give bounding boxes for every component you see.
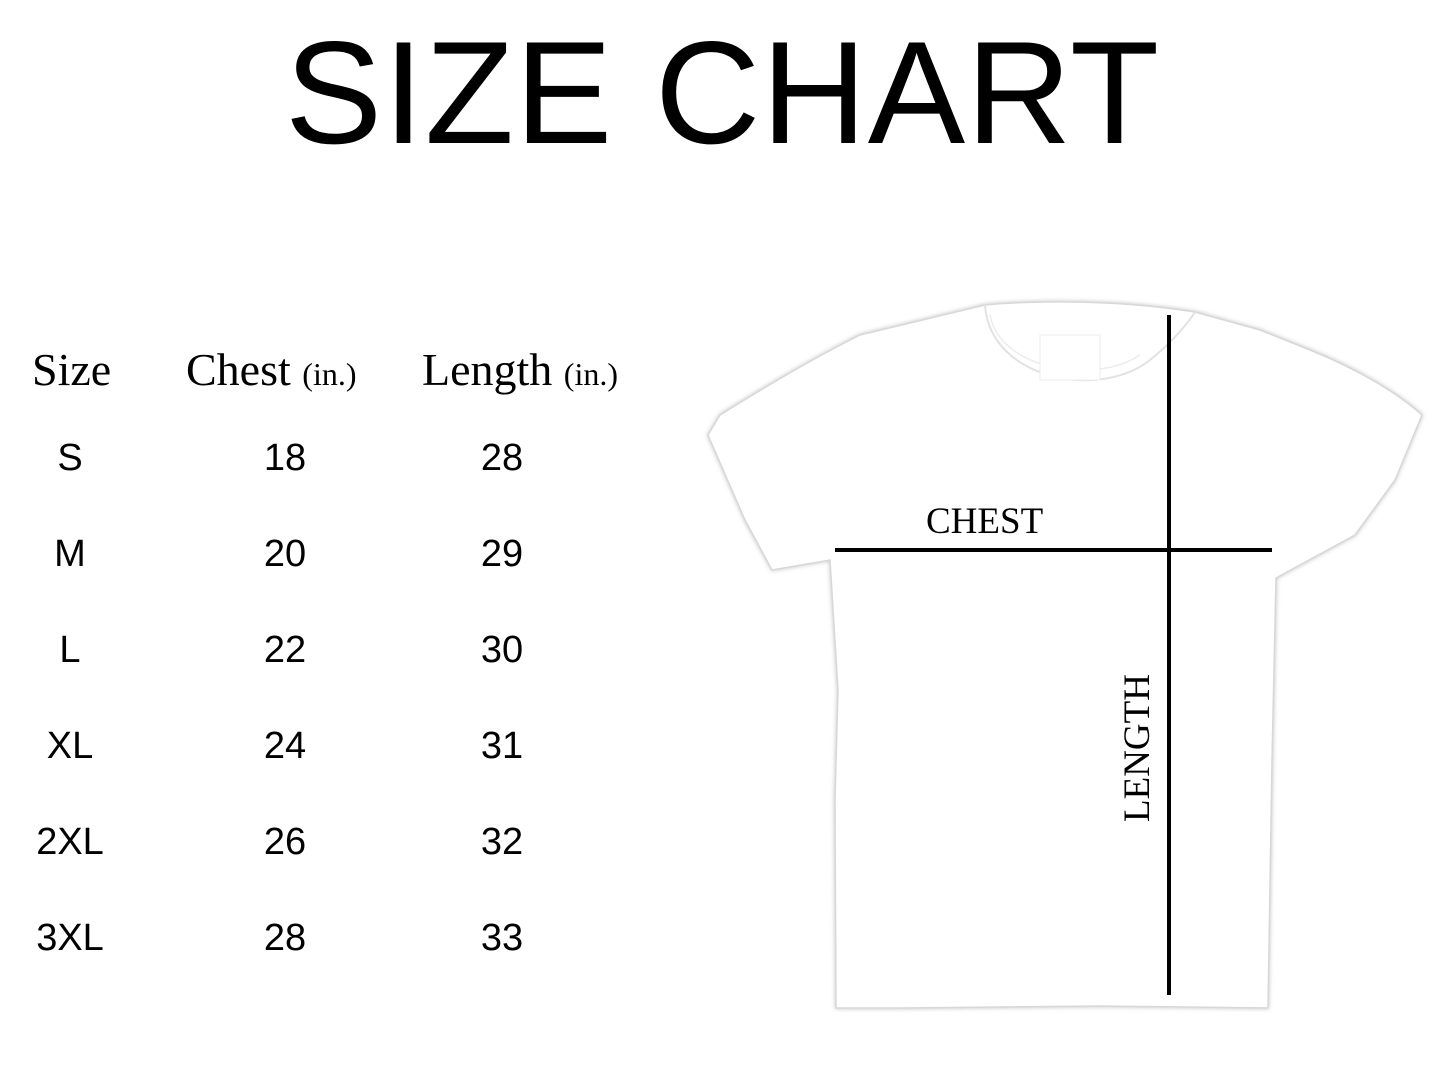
page-title: SIZE CHART (284, 11, 1161, 174)
cell-size: 2XL (36, 821, 104, 863)
cell-size: XL (46, 725, 94, 767)
cell-size: S (57, 437, 83, 479)
header-chest-unit: (in.) (302, 356, 357, 392)
cell-chest: 24 (263, 725, 307, 767)
cell-length: 28 (480, 437, 524, 479)
cell-size: 3XL (36, 917, 104, 959)
chest-label: CHEST (926, 501, 1044, 542)
cell-chest: 26 (263, 821, 307, 863)
cell-chest: 22 (263, 629, 307, 671)
length-label: LENGTH (1117, 674, 1158, 822)
cell-length: 32 (480, 821, 524, 863)
cell-length: 31 (480, 725, 524, 767)
cell-chest: 28 (263, 917, 307, 959)
header-length-unit: (in.) (563, 356, 618, 392)
header-chest: Chest (in.) (186, 340, 356, 404)
cell-size: L (59, 629, 81, 671)
header-size: Size (32, 340, 111, 400)
cell-length: 29 (480, 533, 524, 575)
cell-length: 33 (480, 917, 524, 959)
header-chest-label: Chest (186, 344, 291, 395)
header-size-label: Size (32, 344, 112, 395)
tshirt-icon (707, 301, 1423, 1009)
header-length-label: Length (422, 344, 553, 395)
cell-chest: 18 (263, 437, 307, 479)
header-length: Length (in.) (422, 340, 618, 404)
cell-chest: 20 (263, 533, 307, 575)
cell-length: 30 (480, 629, 524, 671)
cell-size: M (54, 533, 86, 575)
